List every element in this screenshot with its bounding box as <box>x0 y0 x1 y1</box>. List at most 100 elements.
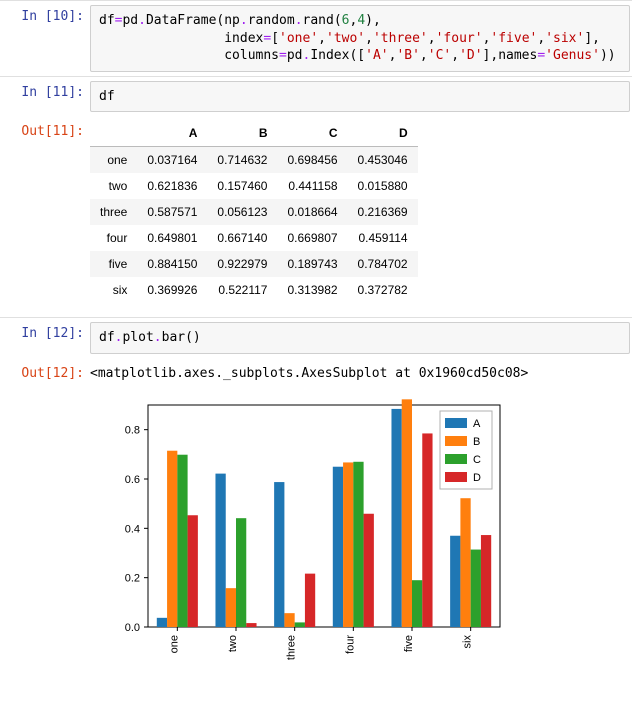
cell: 0.441158 <box>277 173 347 199</box>
xtick-label: six <box>462 634 474 648</box>
bar <box>157 618 167 627</box>
cell: 0.313982 <box>277 277 347 303</box>
row-index: six <box>90 277 137 303</box>
cell: 0.369926 <box>137 277 207 303</box>
legend-label: D <box>473 472 481 484</box>
cell-10: In [10]: df=pd.DataFrame(np.random.rand(… <box>0 0 632 76</box>
cell: 0.522117 <box>207 277 277 303</box>
code-input-12[interactable]: df.plot.bar() <box>90 322 630 354</box>
col-header: B <box>207 120 277 147</box>
bar <box>471 549 481 626</box>
bar <box>215 473 225 626</box>
col-header: D <box>348 120 418 147</box>
out-prompt-11: Out[11]: <box>0 116 90 311</box>
output-row-11: Out[11]: ABCDone0.0371640.7146320.698456… <box>0 116 632 317</box>
ytick-label: 0.4 <box>125 523 140 535</box>
legend-swatch <box>445 436 467 446</box>
row-index: five <box>90 251 137 277</box>
cell: 0.621836 <box>137 173 207 199</box>
xtick-label: three <box>286 635 298 660</box>
table-row: five0.8841500.9229790.1897430.784702 <box>90 251 418 277</box>
cell: 0.784702 <box>348 251 418 277</box>
cell: 0.459114 <box>348 225 418 251</box>
bar <box>177 454 187 626</box>
bar <box>364 513 374 626</box>
code-input-10[interactable]: df=pd.DataFrame(np.random.rand(6,4), ind… <box>90 5 630 72</box>
cell: 0.372782 <box>348 277 418 303</box>
dataframe-table: ABCDone0.0371640.7146320.6984560.453046t… <box>90 120 418 303</box>
ytick-label: 0.0 <box>125 622 140 634</box>
out-prompt-12: Out[12]: <box>0 358 90 695</box>
bar <box>246 623 256 627</box>
bar <box>353 462 363 627</box>
in-prompt-12: In [12]: <box>0 318 90 358</box>
ytick-label: 0.2 <box>125 572 140 584</box>
ytick-label: 0.8 <box>125 424 140 436</box>
bar <box>236 518 246 627</box>
bar <box>188 515 198 627</box>
bar <box>226 588 236 627</box>
row-index: three <box>90 199 137 225</box>
xtick-label: five <box>403 635 415 652</box>
cell: 0.018664 <box>277 199 347 225</box>
cell: 0.922979 <box>207 251 277 277</box>
cell: 0.216369 <box>348 199 418 225</box>
cell-11: In [11]: df <box>0 76 632 117</box>
xtick-label: one <box>168 635 180 653</box>
table-row: two0.6218360.1574600.4411580.015880 <box>90 173 418 199</box>
xtick-label: four <box>344 634 356 653</box>
code-text-11: df <box>99 88 621 106</box>
output-text-12: <matplotlib.axes._subplots.AxesSubplot a… <box>90 358 632 385</box>
bar <box>391 409 401 627</box>
legend-label: C <box>473 454 481 466</box>
bar <box>422 433 432 627</box>
output-row-12: Out[12]: <matplotlib.axes._subplots.Axes… <box>0 358 632 701</box>
legend-swatch <box>445 454 467 464</box>
cell: 0.453046 <box>348 147 418 174</box>
row-index: two <box>90 173 137 199</box>
bar <box>450 535 460 626</box>
bar <box>305 573 315 626</box>
bar <box>333 466 343 626</box>
cell: 0.056123 <box>207 199 277 225</box>
legend-swatch <box>445 418 467 428</box>
cell: 0.649801 <box>137 225 207 251</box>
cell: 0.667140 <box>207 225 277 251</box>
bar <box>343 462 353 627</box>
table-row: four0.6498010.6671400.6698070.459114 <box>90 225 418 251</box>
row-index: four <box>90 225 137 251</box>
bar <box>274 482 284 627</box>
code-text-12: df.plot.bar() <box>99 329 621 347</box>
legend-swatch <box>445 472 467 482</box>
cell: 0.015880 <box>348 173 418 199</box>
in-prompt-11: In [11]: <box>0 77 90 117</box>
cell-12: In [12]: df.plot.bar() <box>0 317 632 358</box>
bar-chart: 0.00.20.40.60.8onetwothreefourfivesixABC… <box>90 393 520 683</box>
bar <box>295 622 305 627</box>
code-input-11[interactable]: df <box>90 81 630 113</box>
cell: 0.587571 <box>137 199 207 225</box>
table-row: three0.5875710.0561230.0186640.216369 <box>90 199 418 225</box>
table-row: one0.0371640.7146320.6984560.453046 <box>90 147 418 174</box>
cell: 0.884150 <box>137 251 207 277</box>
col-header: A <box>137 120 207 147</box>
bar <box>284 613 294 627</box>
bar <box>412 580 422 627</box>
cell: 0.698456 <box>277 147 347 174</box>
legend-label: B <box>473 436 480 448</box>
bar <box>167 450 177 626</box>
in-prompt-10: In [10]: <box>0 1 90 76</box>
bar <box>481 535 491 627</box>
cell: 0.189743 <box>277 251 347 277</box>
bar <box>460 498 470 627</box>
cell: 0.714632 <box>207 147 277 174</box>
legend-label: A <box>473 418 481 430</box>
col-header: C <box>277 120 347 147</box>
row-index: one <box>90 147 137 174</box>
bar <box>402 399 412 627</box>
cell: 0.669807 <box>277 225 347 251</box>
cell: 0.037164 <box>137 147 207 174</box>
xtick-label: two <box>227 635 239 652</box>
code-text-10: df=pd.DataFrame(np.random.rand(6,4), ind… <box>99 12 621 65</box>
cell: 0.157460 <box>207 173 277 199</box>
